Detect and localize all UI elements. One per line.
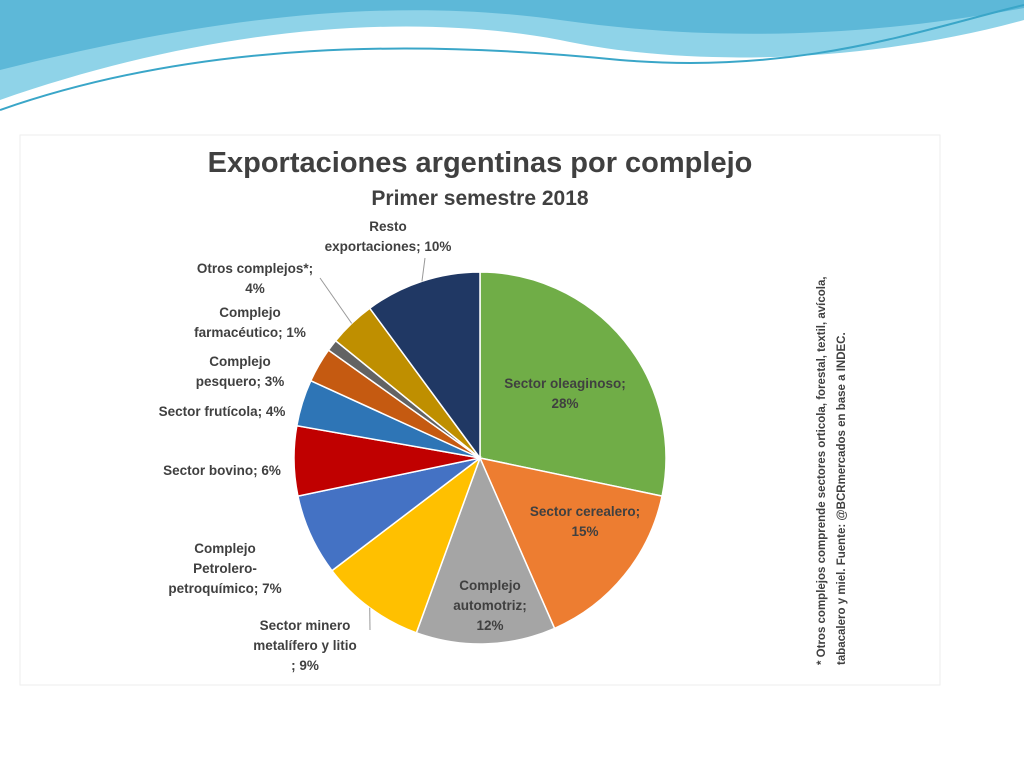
pie-slice bbox=[478, 456, 663, 630]
chart-subtitle: Primer semestre 2018 bbox=[371, 187, 588, 210]
data-label: Resto exportaciones; 10% bbox=[325, 219, 452, 254]
data-label: Sector minero metalífero y litio ; 9% bbox=[253, 618, 357, 673]
label-line: 15% bbox=[571, 524, 598, 539]
data-label: Complejo pesquero; 3% bbox=[196, 354, 285, 389]
label-line: Otros complejos*; bbox=[197, 261, 313, 276]
data-label: Complejo Petrolero-petroquímico; 7% bbox=[168, 541, 281, 596]
data-label: Complejo automotriz; 12% bbox=[453, 578, 527, 633]
label-line: Sector bovino; 6% bbox=[163, 463, 281, 478]
label-line: Resto bbox=[369, 219, 407, 234]
leader-line bbox=[421, 257, 426, 282]
label-line: Sector oleaginoso; bbox=[504, 376, 626, 391]
label-line: petroquímico; 7% bbox=[168, 581, 281, 596]
header-wave bbox=[0, 0, 1024, 70]
label-line: 12% bbox=[476, 618, 503, 633]
label-line: 28% bbox=[551, 396, 578, 411]
footnote-line: tabacalero y miel. Fuente: @BCRmercados … bbox=[836, 332, 848, 665]
label-line: exportaciones; 10% bbox=[325, 239, 452, 254]
label-line: 4% bbox=[245, 281, 265, 296]
label-line: automotriz; bbox=[453, 598, 527, 613]
label-line: Complejo bbox=[194, 541, 256, 556]
pie-slice bbox=[330, 455, 482, 634]
data-label: Sector oleaginoso; 28% bbox=[504, 376, 626, 411]
pie-slice bbox=[368, 271, 481, 461]
data-label: Sector cerealero; 15% bbox=[530, 504, 640, 539]
label-line: pesquero; 3% bbox=[196, 374, 285, 389]
label-line: ; 9% bbox=[291, 658, 319, 673]
pie-slice bbox=[479, 271, 667, 497]
label-line: Sector minero bbox=[260, 618, 351, 633]
label-line: Complejo bbox=[459, 578, 521, 593]
chart-title: Exportaciones argentinas por complejo bbox=[208, 147, 753, 179]
label-line: Petrolero- bbox=[193, 561, 257, 576]
footnote: * Otros complejos comprende sectores ort… bbox=[816, 276, 848, 665]
header-line bbox=[0, 4, 1024, 111]
footnote-line: * Otros complejos comprende sectores ort… bbox=[816, 276, 828, 665]
label-line: farmacéutico; 1% bbox=[194, 325, 306, 340]
pie-slice bbox=[415, 455, 556, 645]
label-line: Complejo bbox=[219, 305, 281, 320]
label-line: Sector cerealero; bbox=[530, 504, 640, 519]
label-line: Sector frutícola; 4% bbox=[159, 404, 286, 419]
data-label: Sector bovino; 6% bbox=[163, 463, 281, 478]
data-label: Complejo farmacéutico; 1% bbox=[194, 305, 306, 340]
data-label: Otros complejos*; 4% bbox=[197, 261, 313, 296]
label-line: metalífero y litio bbox=[253, 638, 357, 653]
label-line: Complejo bbox=[209, 354, 271, 369]
leader-line bbox=[319, 277, 353, 324]
pie: Sector oleaginoso; 28% Sector cerealero; 15… bbox=[159, 219, 667, 673]
data-label: Sector frutícola; 4% bbox=[159, 404, 286, 419]
